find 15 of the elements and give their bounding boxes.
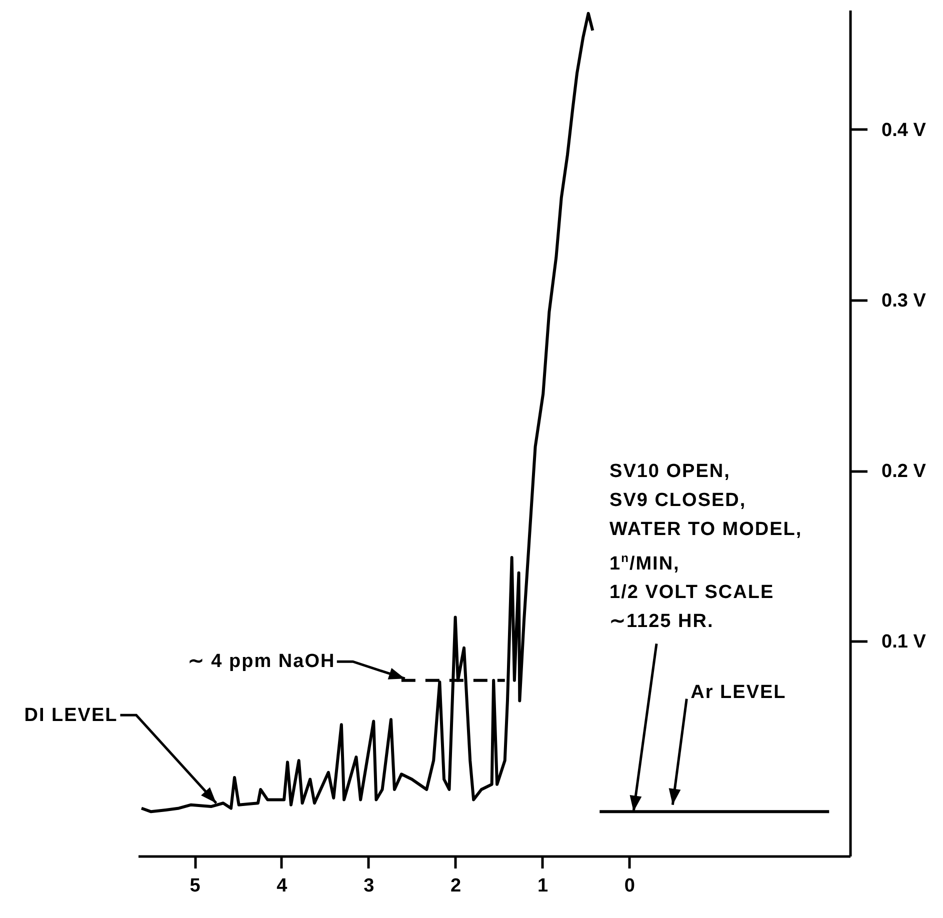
x-tick-label: 3: [364, 876, 374, 896]
line-series: [140, 12, 594, 814]
y-tick-label: 0.2 V: [882, 461, 926, 482]
y-tick-label: 0.1 V: [882, 632, 926, 653]
x-tick-label: 1: [537, 876, 548, 896]
x-tick-label: 2: [450, 876, 462, 896]
x-tick-label: 5: [190, 876, 201, 896]
y-tick-label: 0.3 V: [882, 290, 926, 312]
annotation: SV10 OPEN, SV9 CLOSED, WATER TO MODEL, 1$^{n}$/MIN, 1/2 VOLT SCALE ∼1125 HR.: [610, 460, 802, 634]
annotation: Ar LEVEL: [690, 681, 786, 706]
annotation: ∼ 4 ppm NaOH: [188, 650, 336, 674]
annotation: DI LEVEL: [24, 704, 118, 728]
x-tick-label: 4: [276, 876, 288, 896]
y-tick-label: 0.4 V: [882, 120, 926, 141]
x-tick-label: 0: [624, 876, 635, 896]
